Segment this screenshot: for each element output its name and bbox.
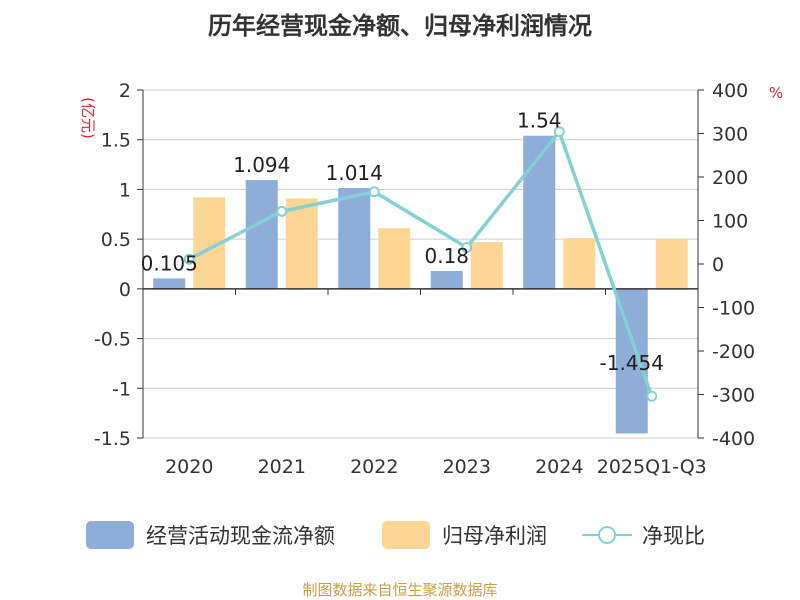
- ratio-point: [553, 126, 565, 138]
- right-tick-label: 100: [712, 211, 748, 233]
- source-note: 制图数据来自恒生聚源数据库: [302, 581, 498, 599]
- legend-label-net-profit: 归母净利润: [442, 524, 547, 548]
- right-axis-unit: %: [769, 84, 783, 102]
- ratio-point: [276, 205, 288, 217]
- right-tick-label: 0: [712, 254, 724, 276]
- legend-label-ratio: 净现比: [642, 524, 705, 548]
- bar-layer: [153, 135, 688, 434]
- right-tick-label: -300: [712, 385, 755, 407]
- left-tick-label: 1: [119, 179, 131, 201]
- right-tick-label: 400: [712, 80, 748, 102]
- legend-label-cash-flow: 经营活动现金流净额: [146, 524, 335, 548]
- cash-flow-data-label: 0.18: [424, 244, 469, 268]
- x-tick-label: 2024: [535, 456, 583, 478]
- x-tick-label: 2023: [443, 456, 491, 478]
- left-tick-label: 1.5: [101, 130, 131, 152]
- x-tick-label: 2025Q1-Q3: [597, 456, 707, 478]
- cash-flow-bar: [338, 188, 371, 289]
- legend-marker-ratio: [598, 526, 616, 544]
- left-tick-label: 0.5: [101, 229, 131, 251]
- legend-swatch-net-profit: [382, 521, 430, 549]
- right-tick-label: -200: [712, 341, 755, 363]
- left-axis-unit: (亿元): [79, 97, 97, 139]
- left-tick-label: -0.5: [94, 329, 131, 351]
- axes: 2 1.5 1 0.5 0 -0.5 -1 -1.5 400 300 200 100 0 -100 -200…: [79, 80, 783, 478]
- net-profit-bar: [655, 239, 688, 289]
- legend: 经营活动现金流净额 归母净利润 净现比: [86, 521, 705, 549]
- left-tick-label: -1.5: [94, 428, 131, 450]
- net-profit-bar: [285, 198, 318, 289]
- ratio-point: [461, 241, 473, 253]
- net-profit-bar: [470, 242, 503, 289]
- net-profit-bar: [563, 238, 596, 289]
- x-tick-label: 2021: [258, 456, 306, 478]
- cash-flow-bar: [245, 180, 278, 289]
- ratio-line-layer: [183, 126, 658, 402]
- cash-flow-data-label: 1.094: [233, 153, 290, 177]
- net-profit-bar: [378, 228, 411, 289]
- cash-flow-data-label: -1.454: [600, 351, 664, 375]
- left-tick-label: -1: [112, 378, 131, 400]
- grid-lines: [143, 89, 698, 439]
- x-tick-label: 2020: [165, 456, 213, 478]
- cash-flow-data-label: 1.014: [326, 161, 383, 185]
- cash-flow-bar: [523, 135, 556, 289]
- cash-flow-data-label: 0.105: [141, 251, 198, 275]
- left-tick-label: 2: [119, 80, 131, 102]
- cash-flow-data-label: 1.54: [517, 109, 562, 133]
- right-tick-label: -100: [712, 298, 755, 320]
- right-tick-label: -400: [712, 428, 755, 450]
- chart-title: 历年经营现金净额、归母净利润情况: [208, 12, 592, 40]
- legend-swatch-cash-flow: [86, 521, 134, 549]
- ratio-point: [646, 390, 658, 402]
- left-tick-label: 0: [119, 279, 131, 301]
- ratio-point: [183, 253, 195, 265]
- cash-flow-bar: [430, 270, 463, 289]
- data-labels: 0.105 1.094 1.014 0.18 1.54 -1.454: [141, 109, 664, 375]
- cash-flow-bar: [153, 278, 186, 289]
- right-tick-label: 200: [712, 167, 748, 189]
- ratio-line: [188, 128, 654, 397]
- x-tick-label: 2022: [350, 456, 398, 478]
- right-tick-label: 300: [712, 124, 748, 146]
- ratio-point: [368, 186, 380, 198]
